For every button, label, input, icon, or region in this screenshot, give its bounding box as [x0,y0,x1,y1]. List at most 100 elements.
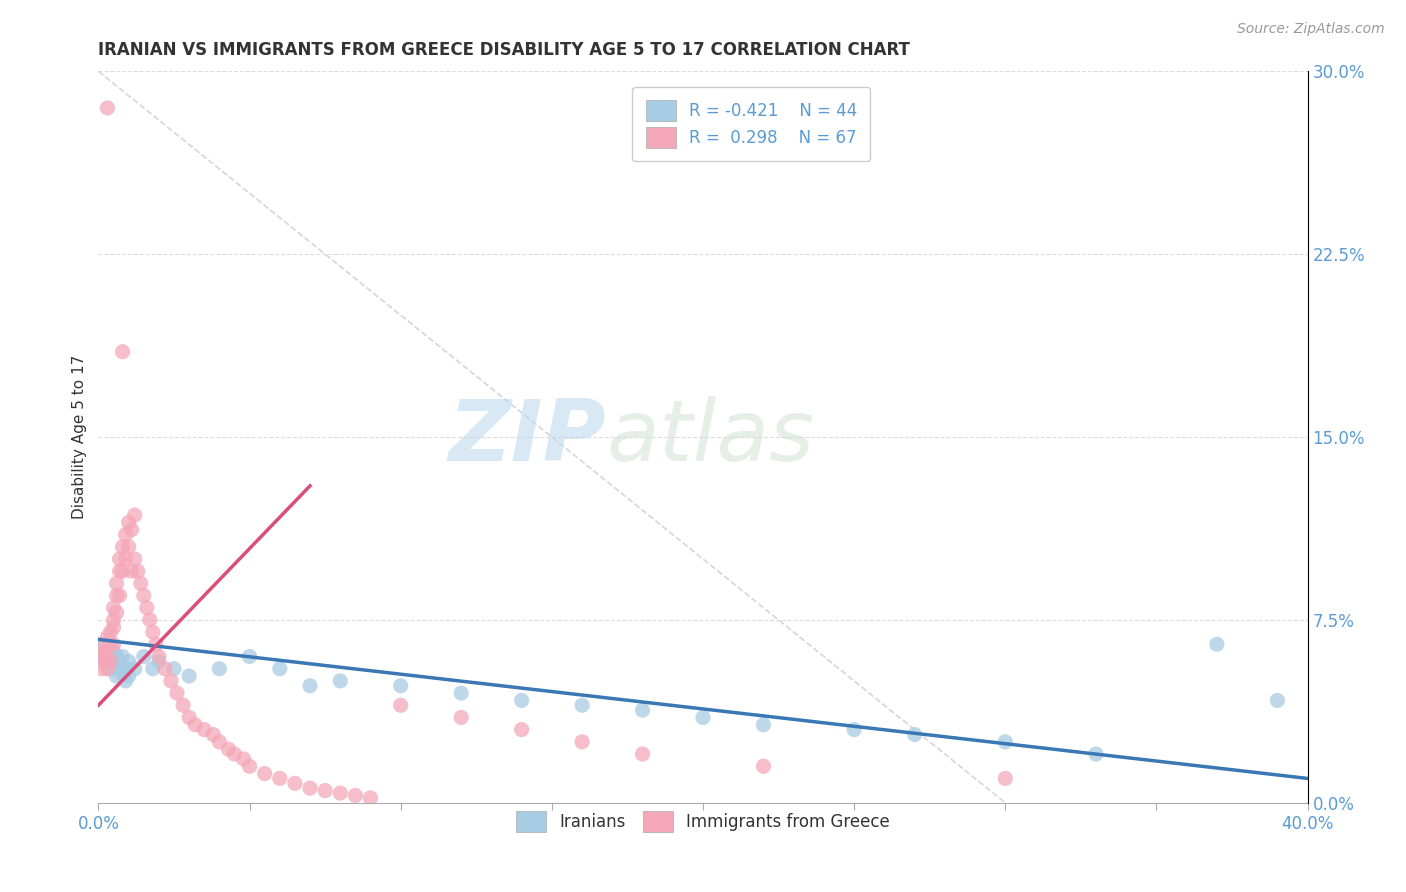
Point [224,747,246,761]
Text: ZIP: ZIP [449,395,606,479]
Point [179,710,201,724]
Point [208,735,231,749]
Point [108,589,131,603]
Point [96,662,118,676]
Point [299,781,322,796]
Point [103,600,125,615]
Point [510,723,533,737]
Point [90,649,112,664]
Point [239,759,262,773]
Point [450,710,472,724]
Point [100,654,122,668]
Point [111,344,134,359]
Point [118,516,141,530]
Point [631,747,654,761]
Point [124,662,146,676]
Point [103,654,125,668]
Point [90,662,112,676]
Point [103,662,125,676]
Point [163,662,186,676]
Point [100,625,122,640]
Point [239,649,262,664]
Text: IRANIAN VS IMMIGRANTS FROM GREECE DISABILITY AGE 5 TO 17 CORRELATION CHART: IRANIAN VS IMMIGRANTS FROM GREECE DISABI… [98,41,910,59]
Point [132,649,155,664]
Point [96,649,118,664]
Point [299,679,322,693]
Point [752,759,775,773]
Point [132,589,155,603]
Point [166,686,188,700]
Point [253,766,276,780]
Legend: Iranians, Immigrants from Greece: Iranians, Immigrants from Greece [509,805,897,838]
Point [124,508,146,522]
Point [103,620,125,634]
Point [103,613,125,627]
Point [217,742,239,756]
Point [129,576,152,591]
Text: Source: ZipAtlas.com: Source: ZipAtlas.com [1237,22,1385,37]
Point [114,552,136,566]
Point [139,613,162,627]
Point [93,649,115,664]
Point [124,552,146,566]
Point [100,649,122,664]
Point [108,552,131,566]
Point [105,669,128,683]
Point [631,703,654,717]
Point [329,673,352,688]
Point [153,662,176,676]
Point [93,654,115,668]
Point [389,698,412,713]
Point [360,791,382,805]
Point [111,564,134,578]
Point [103,637,125,651]
Point [127,564,149,578]
Point [844,723,866,737]
Point [510,693,533,707]
Point [142,662,165,676]
Point [145,637,167,651]
Point [172,698,194,713]
Point [202,727,225,741]
Point [571,735,593,749]
Point [208,662,231,676]
Point [114,662,136,676]
Point [118,669,141,683]
Point [90,637,112,651]
Y-axis label: Disability Age 5 to 17: Disability Age 5 to 17 [72,355,87,519]
Point [121,564,143,578]
Text: atlas: atlas [606,395,814,479]
Point [994,735,1017,749]
Point [105,576,128,591]
Point [96,662,118,676]
Point [1085,747,1108,761]
Point [108,564,131,578]
Point [148,654,170,668]
Point [314,783,336,797]
Point [692,710,714,724]
Point [571,698,593,713]
Point [284,776,307,790]
Point [329,786,352,800]
Point [752,718,775,732]
Point [389,679,412,693]
Point [105,649,128,664]
Point [100,654,122,668]
Point [118,540,141,554]
Point [100,637,122,651]
Point [93,637,115,651]
Point [450,686,472,700]
Point [135,600,157,615]
Point [160,673,183,688]
Point [111,540,134,554]
Point [108,662,131,676]
Point [111,649,134,664]
Point [269,772,291,786]
Point [118,654,141,668]
Point [269,662,291,676]
Point [148,649,170,664]
Point [994,772,1017,786]
Point [904,727,927,741]
Point [1267,693,1289,707]
Point [114,527,136,541]
